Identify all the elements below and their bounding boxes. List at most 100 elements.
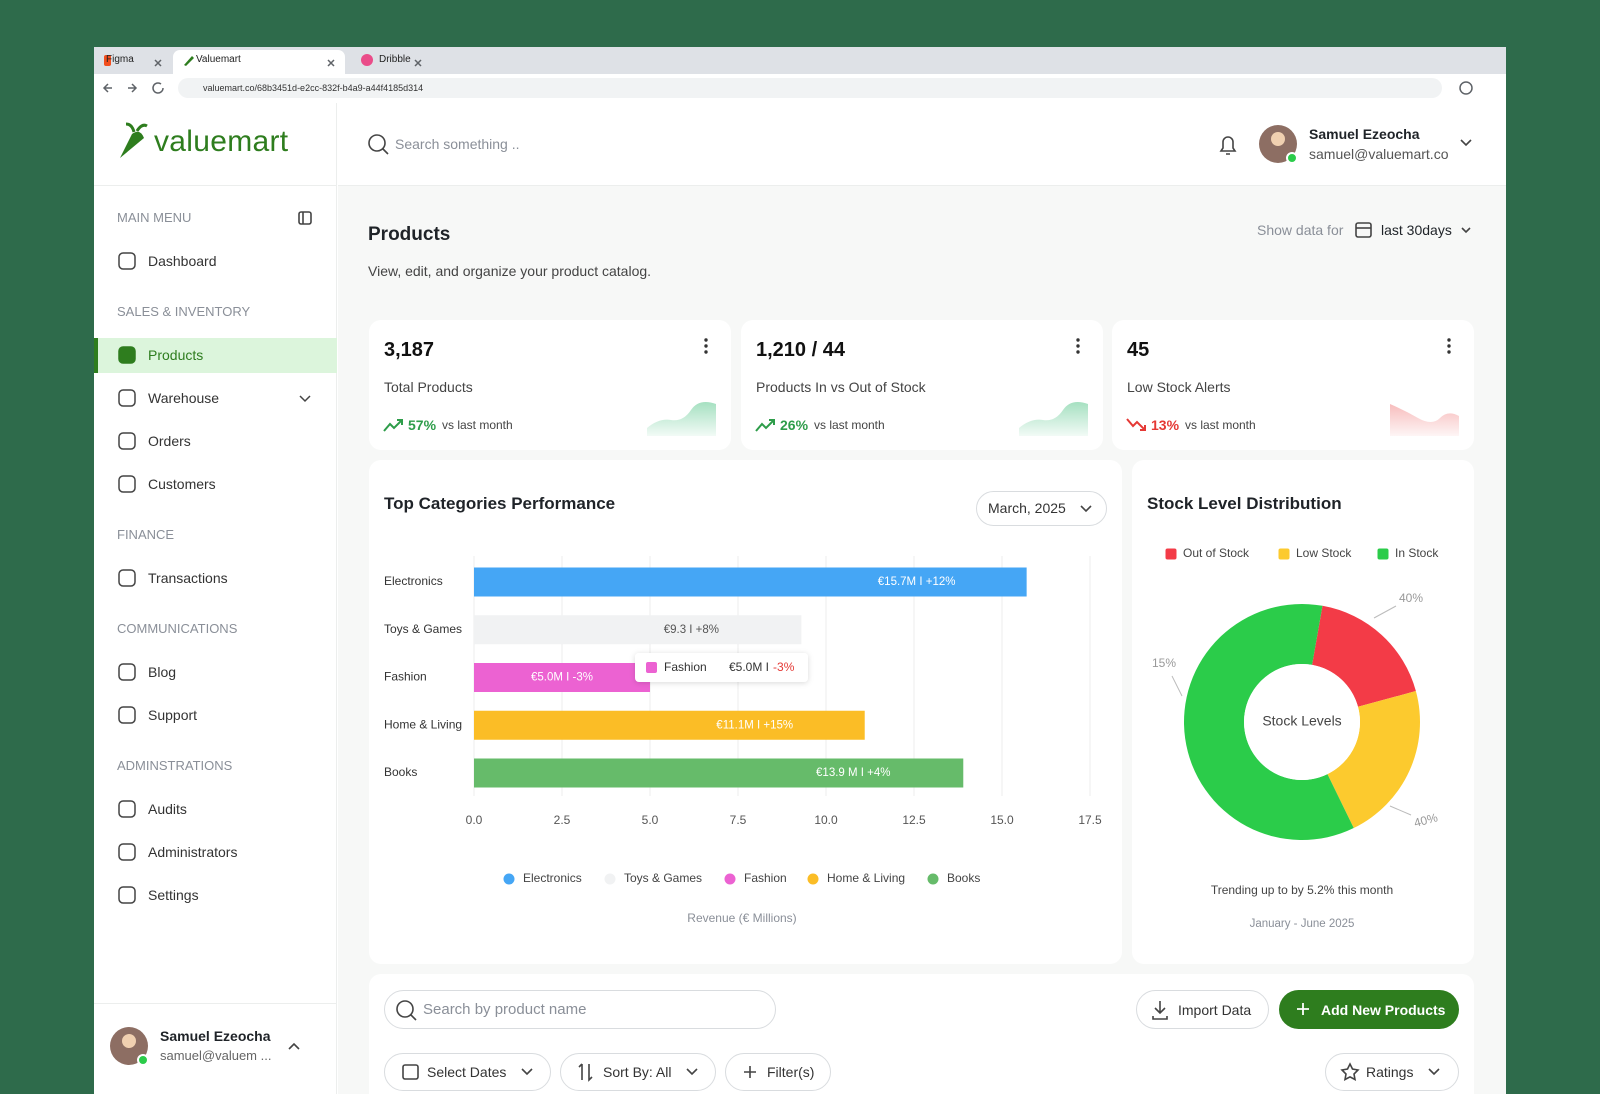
x-tick-label: 12.5 [902,813,926,827]
bar [474,758,964,788]
favicons [104,54,373,66]
donut-hole [1244,664,1360,780]
bar-value-label: €11.1M I +15% [716,719,793,731]
dribbble-favicon [361,54,373,66]
avatar-face [122,1034,136,1048]
ratings-label[interactable]: Ratings [1366,1064,1414,1080]
menu-item[interactable]: Customers [148,476,216,492]
range-label: Show data for [1257,222,1344,238]
menu-icon [118,886,136,904]
x-tick-label: 10.0 [814,813,838,827]
legend-swatch [807,873,819,885]
product-search-placeholder[interactable]: Search by product name [423,1001,587,1018]
filter-label[interactable]: Select Dates [427,1064,507,1080]
bar [474,567,1027,597]
menu-section-title: FINANCE [117,527,175,542]
pie-slice [1312,605,1416,707]
menu-chevron [299,395,311,403]
bell-icon[interactable] [1219,136,1237,155]
tooltip-change: -3% [773,660,795,674]
tab-title[interactable]: Dribble [379,54,411,65]
menu-item[interactable]: Warehouse [148,390,220,406]
menu-item[interactable]: Audits [148,801,187,817]
sparkline [1019,402,1088,436]
tooltip [635,653,808,682]
sort-icon [578,1063,593,1082]
stat-compare: vs last month [814,418,885,432]
tooltip-label: Fashion [664,660,707,674]
user-menu-chevron[interactable] [1460,139,1472,147]
menu-icon [118,475,136,493]
reload-icon[interactable] [152,82,164,94]
tab-title[interactable]: Valuemart [196,54,241,65]
period-dropdown[interactable] [976,491,1107,526]
product-search[interactable] [384,990,776,1029]
donut-annotation: 40% [1399,591,1423,605]
calendar-icon[interactable] [1355,222,1372,238]
chart-footer: January - June 2025 [1250,918,1355,930]
x-tick-label: 15.0 [990,813,1014,827]
tooltip-swatch [646,662,657,673]
menu-icon [118,432,136,450]
filter-button[interactable] [725,1053,831,1091]
donut-center-label: Stock Levels [1262,713,1341,729]
bar-value-label: €5.0M I -3% [531,672,593,684]
avatar-face [1271,132,1285,146]
valuemart-favicon [184,56,194,66]
menu-item[interactable]: Administrators [148,844,238,860]
menu-item[interactable]: Products [148,347,204,363]
menu-item[interactable]: Transactions [148,570,228,586]
bar-value-label: €9.3 I +8% [664,624,719,636]
logo-leaves [125,122,148,133]
menu-item[interactable]: Settings [148,887,199,903]
active-tab[interactable] [173,50,345,74]
menu-item[interactable]: Dashboard [148,253,217,269]
category-label: Books [384,765,417,779]
card-menu-dot [1447,344,1451,348]
period-value[interactable]: March, 2025 [988,500,1066,516]
pie-slice [1183,603,1354,840]
add-label[interactable]: Add New Products [1321,1002,1446,1018]
back-icon[interactable] [102,83,112,93]
menu-icon [118,706,136,724]
url-bar[interactable] [178,78,1442,98]
menu-icon [118,389,136,407]
stat-value: 45 [1127,339,1150,361]
stat-compare: vs last month [442,418,513,432]
select-dates-button[interactable] [384,1053,551,1091]
range-chevron[interactable] [1461,227,1471,234]
stat-compare: vs last month [1185,418,1256,432]
trend-icon [755,419,775,432]
menu-icon [118,800,136,818]
import-button[interactable] [1136,990,1269,1029]
search-icon [368,134,386,152]
donut-annotation: 40% [1412,810,1439,830]
sidebar-user-chevron[interactable] [288,1042,300,1050]
category-label: Home & Living [384,717,462,731]
sparkline [647,402,716,436]
import-label[interactable]: Import Data [1178,1002,1252,1018]
search-placeholder[interactable]: Search something .. [395,136,520,152]
profile-icon[interactable] [1459,81,1473,95]
menu-section-title: MAIN MENU [117,210,192,225]
annotation-leader [1171,675,1183,697]
menu-item[interactable]: Orders [148,433,191,449]
chart-footer: Trending up to by 5.2% this month [1211,883,1393,897]
period-chevron[interactable] [1080,505,1092,513]
range-value[interactable]: last 30days [1381,222,1452,238]
menu-icon [118,569,136,587]
tab-title[interactable]: Figma [106,54,134,65]
figma-favicon [104,55,111,66]
filter-label[interactable]: Filter(s) [767,1064,815,1080]
tab-close-icons[interactable] [154,59,422,67]
collapse-icon[interactable] [298,211,312,225]
product-search-icon [396,1000,414,1018]
forward-icon[interactable] [128,83,138,93]
filter-label[interactable]: Sort By: All [603,1064,672,1080]
menu-icon [118,346,136,364]
legend-label: Low Stock [1296,546,1352,560]
legend-label: Fashion [744,871,787,885]
page-subtitle: View, edit, and organize your product ca… [368,263,652,279]
menu-item[interactable]: Blog [148,664,177,680]
menu-item[interactable]: Support [148,707,198,723]
